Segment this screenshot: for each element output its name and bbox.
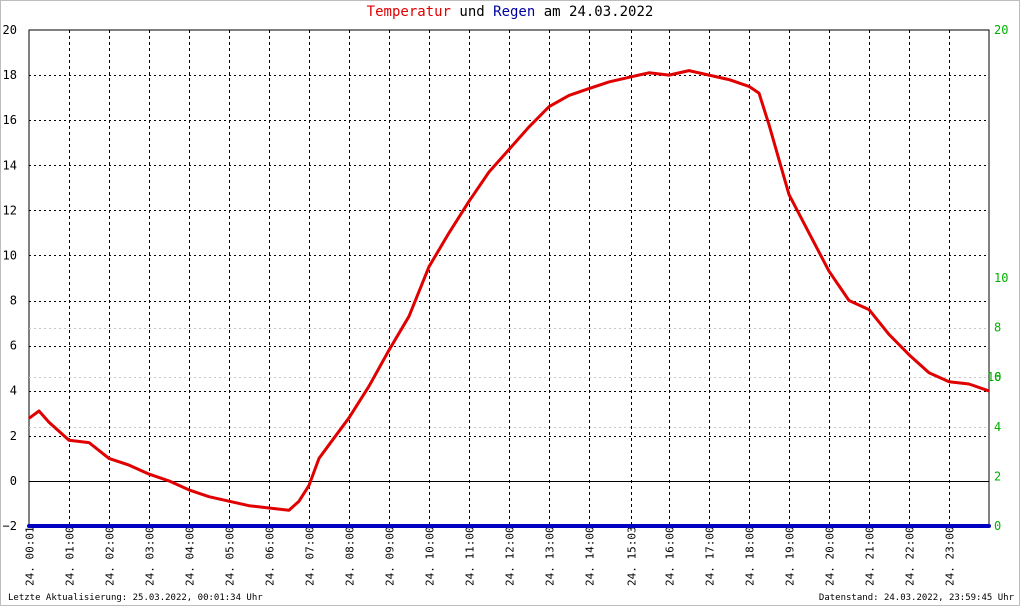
footer-data-status: Datenstand: 24.03.2022, 23:59:45 Uhr xyxy=(818,593,1014,603)
y-right-tick-label: 6 xyxy=(994,370,1001,384)
x-tick-label: 24. 19:00 xyxy=(784,526,797,586)
series-line-temperatur xyxy=(28,69,990,512)
x-tick-label: 24. 07:00 xyxy=(304,526,317,586)
y-right-tick-label: 10 xyxy=(987,370,1001,384)
x-tick-label: 24. 09:00 xyxy=(384,526,397,586)
x-tick-label: 24. 11:00 xyxy=(464,526,477,586)
y-right-tick-label: 0 xyxy=(994,519,1001,533)
x-tick-label: 24. 22:00 xyxy=(904,526,917,586)
x-tick-label: 24. 17:00 xyxy=(704,526,717,586)
y-right-tick-label: 20 xyxy=(994,23,1008,37)
y-left-tick-label: 20 xyxy=(3,23,17,37)
y-left-tick-label: 12 xyxy=(3,203,17,217)
y-right-tick-label: 2 xyxy=(994,469,1001,483)
x-tick-label: 24. 12:00 xyxy=(504,526,517,586)
x-tick-label: 24. 14:00 xyxy=(584,526,597,586)
x-tick-label: 24. 15:03 xyxy=(626,526,639,586)
y-left-tick-label: 6 xyxy=(10,339,17,353)
x-tick-label: 24. 01:00 xyxy=(64,526,77,586)
x-tick-label: 24. 04:00 xyxy=(184,526,197,586)
x-tick-label: 24. 16:00 xyxy=(664,526,677,586)
y-left-tick-label: 4 xyxy=(10,384,17,398)
x-tick-label: 24. 23:00 xyxy=(944,526,957,586)
x-tick-label: 24. 18:00 xyxy=(744,526,757,586)
x-tick-label: 24. 10:00 xyxy=(424,526,437,586)
y-left-tick-label: 0 xyxy=(10,474,17,488)
x-tick-label: 24. 21:00 xyxy=(864,526,877,586)
chart-title: Temperatur und Regen am 24.03.2022 xyxy=(0,4,1020,20)
title-date: am 24.03.2022 xyxy=(543,4,654,20)
footer-last-update: Letzte Aktualisierung: 25.03.2022, 00:01… xyxy=(8,593,263,603)
y-left-tick-label: 10 xyxy=(3,248,17,262)
y-right-tick-label: 10 xyxy=(994,271,1008,285)
title-und: und xyxy=(459,4,485,20)
y-left-tick-label: −2 xyxy=(3,519,17,533)
x-tick-label: 24. 05:00 xyxy=(224,526,237,586)
y-left-tick-label: 14 xyxy=(3,158,17,172)
x-tick-label: 24. 03:00 xyxy=(144,526,157,586)
y-left-tick-label: 18 xyxy=(3,68,17,82)
x-tick-label: 24. 13:00 xyxy=(544,526,557,586)
title-temperature: Temperatur xyxy=(366,4,451,20)
x-tick-label: 24. 08:00 xyxy=(344,526,357,586)
x-tick-label: 24. 02:00 xyxy=(104,526,117,586)
y-left-tick-label: 8 xyxy=(10,294,17,308)
x-tick-label: 24. 00:01 xyxy=(24,526,37,586)
y-left-tick-label: 2 xyxy=(10,429,17,443)
y-right-tick-label: 4 xyxy=(994,420,1001,434)
x-tick-label: 24. 20:00 xyxy=(824,526,837,586)
x-tick-label: 24. 06:00 xyxy=(264,526,277,586)
y-right-tick-label: 8 xyxy=(994,321,1001,335)
title-rain: Regen xyxy=(493,4,536,20)
y-left-tick-label: 16 xyxy=(3,113,17,127)
